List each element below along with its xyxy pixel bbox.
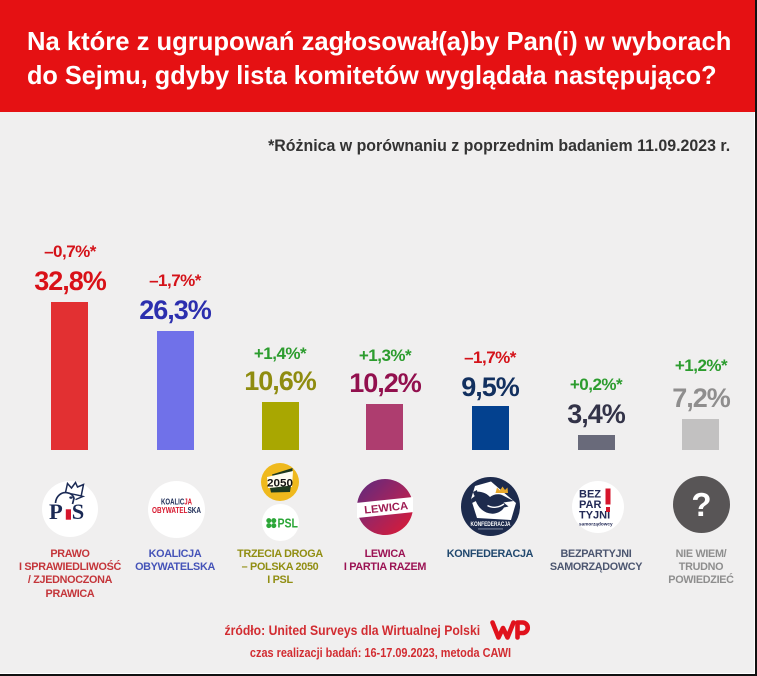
svg-text:?: ? — [691, 486, 711, 523]
svg-text:PAR: PAR — [579, 499, 601, 511]
svg-text:P: P — [49, 499, 63, 524]
svg-text:KOALICJA: KOALICJA — [161, 497, 192, 507]
svg-text:BEZ: BEZ — [579, 489, 601, 501]
svg-text:KONFEDERACJA: KONFEDERACJA — [471, 521, 511, 528]
svg-text:OBYWATELSKA: OBYWATELSKA — [152, 505, 201, 515]
svg-text:samorządowcy: samorządowcy — [579, 522, 613, 527]
svg-text:LEWICA: LEWICA — [364, 500, 409, 517]
svg-text:PSL: PSL — [278, 516, 299, 531]
svg-text:2050: 2050 — [267, 478, 293, 490]
svg-text:TYJNI: TYJNI — [579, 510, 610, 522]
svg-text:S: S — [72, 499, 85, 524]
